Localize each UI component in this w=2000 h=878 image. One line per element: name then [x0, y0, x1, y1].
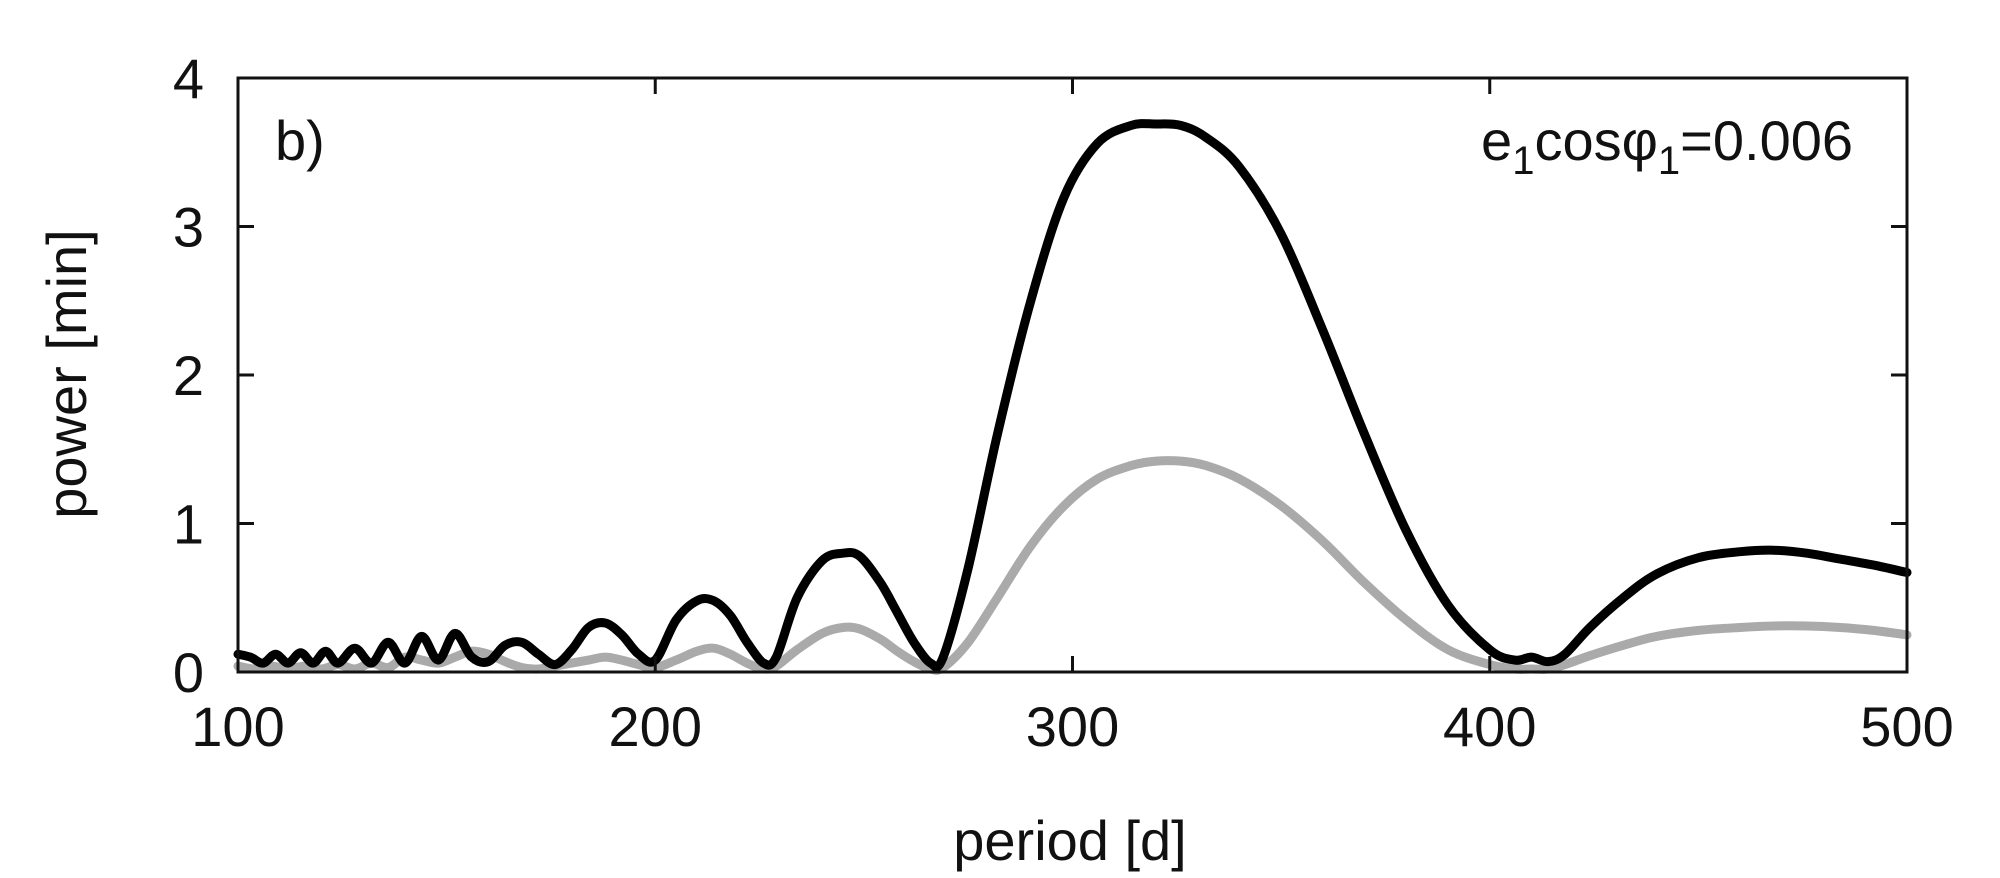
x-axis: 100 200 300 400 500	[191, 78, 1954, 758]
annotation-phi-subscript: 1	[1658, 139, 1680, 183]
x-tick-label: 200	[609, 695, 702, 758]
series-line-black	[233, 119, 1912, 672]
x-tick-label: 300	[1026, 695, 1119, 758]
x-axis-label: period [d]	[953, 809, 1187, 872]
annotation-text: e1cosφ1=0.006	[1481, 109, 1853, 183]
y-axis-label: power [min]	[35, 229, 98, 518]
x-tick-label: 100	[191, 695, 284, 758]
x-tick-label: 400	[1443, 695, 1536, 758]
y-tick-label: 3	[173, 196, 204, 259]
annotation-e-subscript: 1	[1512, 139, 1534, 183]
annotation-cos: cos	[1534, 109, 1621, 172]
annotation-phi: φ	[1622, 109, 1658, 172]
y-tick-label: 2	[173, 344, 204, 407]
y-tick-label: 4	[173, 47, 204, 110]
y-tick-label: 1	[173, 493, 204, 556]
y-axis: 0 1 2 3 4	[173, 47, 1907, 704]
annotation-e: e	[1481, 109, 1512, 172]
annotation-value: =0.006	[1680, 109, 1853, 172]
series-line-gray	[233, 456, 1912, 675]
panel-label: b)	[275, 109, 325, 172]
y-tick-label: 0	[173, 641, 204, 704]
x-tick-label: 500	[1860, 695, 1953, 758]
plot-lines	[233, 119, 1912, 675]
